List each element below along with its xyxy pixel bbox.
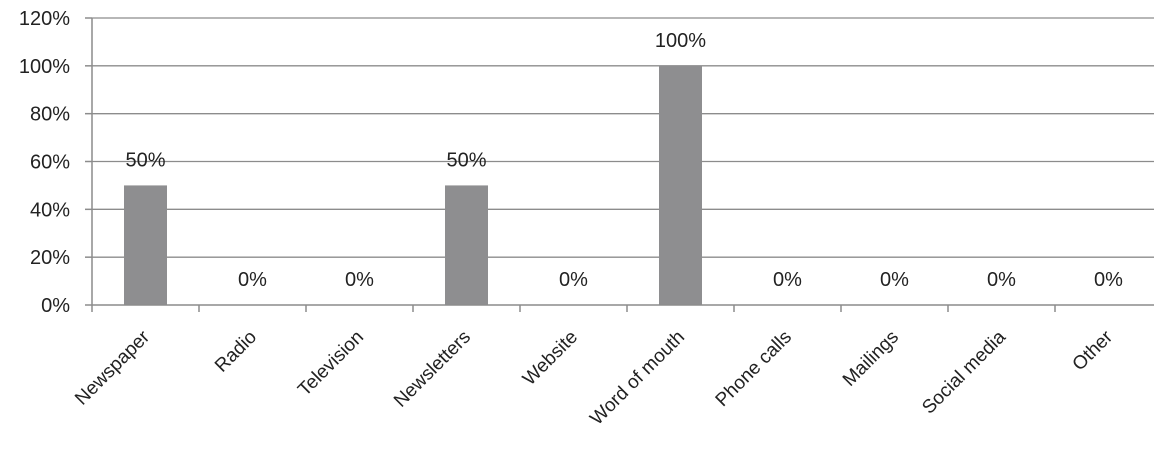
x-tick-label: Newsletters xyxy=(390,327,475,412)
data-label: 0% xyxy=(238,269,267,291)
bar xyxy=(659,65,702,305)
data-label: 50% xyxy=(125,149,165,171)
gridlines xyxy=(92,17,1154,258)
y-tick-label: 120% xyxy=(19,8,70,30)
y-tick-label: 40% xyxy=(30,199,70,221)
y-tick-label: 20% xyxy=(30,247,70,269)
data-label: 0% xyxy=(559,269,588,291)
y-tick-label: 0% xyxy=(41,295,70,317)
data-label: 0% xyxy=(773,269,802,291)
x-tick-label: Word of mouth xyxy=(586,327,689,430)
data-label: 0% xyxy=(345,269,374,291)
data-label: 0% xyxy=(880,269,909,291)
axes xyxy=(85,17,1154,312)
bar xyxy=(445,185,488,305)
data-label: 50% xyxy=(446,149,486,171)
data-label: 0% xyxy=(987,269,1016,291)
x-tick-label: Newspaper xyxy=(71,326,154,409)
x-tick-label: Other xyxy=(1069,326,1118,375)
y-tick-label: 60% xyxy=(30,152,70,174)
y-tick-label: 80% xyxy=(30,104,70,126)
y-tick-label: 100% xyxy=(19,56,70,78)
x-tick-label: Mailings xyxy=(839,327,903,391)
x-tick-label: Television xyxy=(294,327,368,401)
data-label: 100% xyxy=(655,30,706,52)
x-tick-label: Phone calls xyxy=(712,327,796,411)
x-tick-label: Radio xyxy=(211,327,261,377)
labels: 0%20%40%60%80%100%120%50%Newspaper0%Radi… xyxy=(19,8,1123,429)
bars xyxy=(124,65,702,305)
data-label: 0% xyxy=(1094,269,1123,291)
bar xyxy=(124,185,167,305)
x-tick-label: Social media xyxy=(918,326,1010,418)
x-tick-label: Website xyxy=(519,327,582,390)
